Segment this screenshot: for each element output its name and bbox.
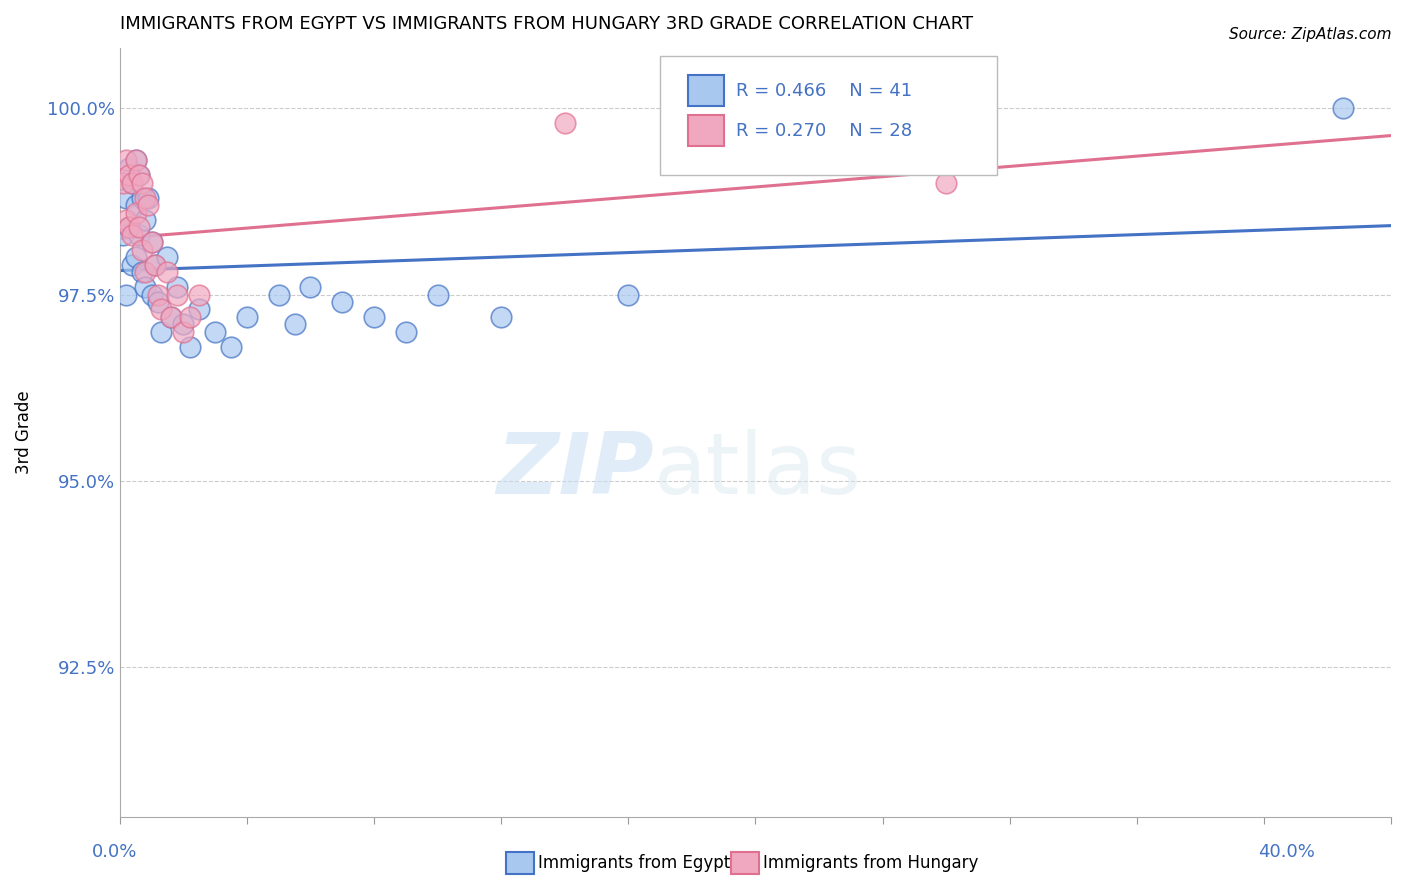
Point: [156, 250, 179, 264]
Bar: [688, 115, 724, 146]
Point: [267, 287, 290, 301]
Point: [554, 116, 576, 130]
Point: [143, 258, 166, 272]
Point: [299, 280, 322, 294]
Point: [236, 310, 259, 324]
Point: [172, 325, 194, 339]
Point: [121, 258, 143, 272]
Point: [617, 287, 640, 301]
Point: [141, 235, 163, 250]
Point: [141, 287, 163, 301]
Point: [166, 280, 188, 294]
Point: [124, 153, 146, 168]
Point: [128, 227, 150, 242]
Point: [115, 153, 138, 168]
Point: [118, 161, 141, 175]
Point: [121, 176, 143, 190]
Point: [115, 287, 138, 301]
Point: [166, 287, 188, 301]
Point: [124, 250, 146, 264]
Point: [115, 191, 138, 205]
Point: [141, 235, 163, 250]
Point: [134, 191, 156, 205]
Point: [146, 287, 169, 301]
Point: [131, 191, 153, 205]
Text: Source: ZipAtlas.com: Source: ZipAtlas.com: [1229, 27, 1392, 42]
Text: 40.0%: 40.0%: [1258, 843, 1315, 861]
Point: [111, 227, 134, 242]
Point: [219, 340, 242, 354]
Point: [395, 325, 418, 339]
Point: [118, 168, 141, 182]
Text: Immigrants from Hungary: Immigrants from Hungary: [763, 855, 979, 872]
Text: R = 0.270    N = 28: R = 0.270 N = 28: [737, 121, 912, 140]
Point: [124, 198, 146, 212]
Point: [121, 227, 143, 242]
Point: [124, 153, 146, 168]
Point: [188, 287, 211, 301]
Point: [128, 220, 150, 235]
Point: [121, 176, 143, 190]
Point: [111, 176, 134, 190]
FancyBboxPatch shape: [659, 56, 997, 175]
Point: [179, 340, 201, 354]
Point: [128, 168, 150, 182]
Point: [489, 310, 512, 324]
Point: [330, 295, 353, 310]
Point: [426, 287, 449, 301]
Point: [138, 191, 160, 205]
Point: [131, 265, 153, 279]
Point: [131, 243, 153, 257]
Point: [283, 318, 305, 332]
Point: [118, 220, 141, 235]
Point: [118, 220, 141, 235]
Point: [188, 302, 211, 317]
Point: [204, 325, 226, 339]
Point: [150, 325, 173, 339]
Point: [156, 265, 179, 279]
Point: [134, 265, 156, 279]
Bar: [688, 75, 724, 106]
Text: ZIP: ZIP: [496, 429, 654, 512]
Point: [131, 176, 153, 190]
Point: [179, 310, 201, 324]
Point: [159, 310, 181, 324]
Point: [159, 310, 181, 324]
Point: [134, 280, 156, 294]
Point: [363, 310, 385, 324]
Text: Immigrants from Egypt: Immigrants from Egypt: [538, 855, 731, 872]
Text: atlas: atlas: [654, 429, 862, 512]
Point: [138, 198, 160, 212]
Point: [115, 213, 138, 227]
Point: [124, 205, 146, 219]
Point: [935, 176, 957, 190]
Text: IMMIGRANTS FROM EGYPT VS IMMIGRANTS FROM HUNGARY 3RD GRADE CORRELATION CHART: IMMIGRANTS FROM EGYPT VS IMMIGRANTS FROM…: [120, 15, 973, 33]
Text: R = 0.466    N = 41: R = 0.466 N = 41: [737, 82, 912, 100]
Point: [134, 213, 156, 227]
Point: [1331, 101, 1354, 115]
Point: [128, 168, 150, 182]
Text: 0.0%: 0.0%: [91, 843, 136, 861]
Point: [143, 258, 166, 272]
Y-axis label: 3rd Grade: 3rd Grade: [15, 391, 32, 475]
Point: [172, 318, 194, 332]
Point: [146, 295, 169, 310]
Point: [150, 302, 173, 317]
